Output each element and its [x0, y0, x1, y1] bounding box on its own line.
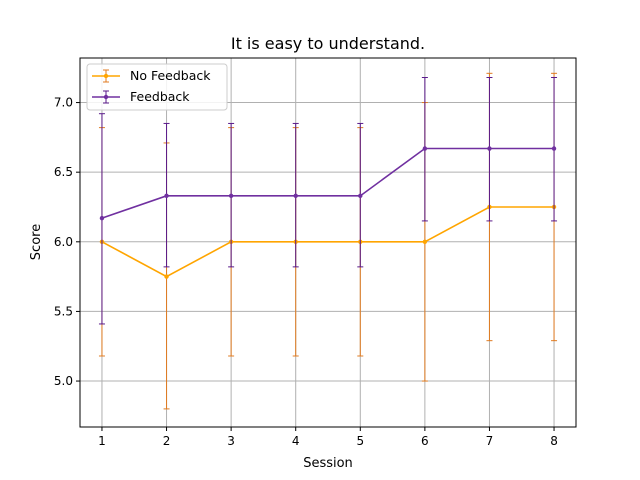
legend-marker — [103, 94, 109, 100]
x-tick-label: 2 — [163, 434, 171, 448]
x-axis-label: Session — [303, 456, 353, 471]
x-tick-label: 5 — [356, 434, 364, 448]
y-tick-label: 7.0 — [54, 96, 73, 110]
x-tick-label: 3 — [227, 434, 235, 448]
legend-box — [86, 63, 228, 111]
data-point — [551, 146, 557, 151]
legend: No Feedback Feedback — [86, 63, 228, 111]
data-point — [99, 215, 105, 221]
data-point — [358, 193, 363, 199]
axes: 1 2 3 4 5 6 7 8 5.0 5.5 6.0 6.5 7.0 — [54, 96, 558, 448]
y-axis-label: Score — [29, 224, 44, 260]
series-feedback — [98, 76, 558, 325]
legend-label: Feedback — [130, 89, 190, 104]
y-tick-label: 6.5 — [54, 165, 73, 179]
legend-marker — [103, 73, 109, 79]
data-point — [422, 239, 428, 245]
series-layer — [98, 72, 558, 410]
data-point — [164, 274, 169, 279]
x-tick-label: 8 — [550, 434, 558, 448]
chart-title: It is easy to understand. — [231, 34, 425, 53]
y-tick-label: 6.0 — [54, 235, 73, 249]
x-tick-label: 6 — [421, 434, 429, 448]
series-line — [101, 147, 555, 219]
series-line — [101, 206, 555, 278]
legend-label: No Feedback — [130, 68, 211, 83]
data-point — [164, 193, 169, 199]
data-point — [422, 146, 428, 151]
data-point — [487, 146, 492, 151]
x-tick-label: 1 — [98, 434, 106, 448]
data-point — [293, 193, 298, 199]
plot-frame — [79, 57, 577, 428]
y-tick-label: 5.0 — [54, 374, 73, 388]
x-tick-label: 7 — [486, 434, 494, 448]
y-tick-label: 5.5 — [54, 304, 73, 318]
data-point — [228, 193, 234, 199]
x-tick-label: 4 — [292, 434, 300, 448]
